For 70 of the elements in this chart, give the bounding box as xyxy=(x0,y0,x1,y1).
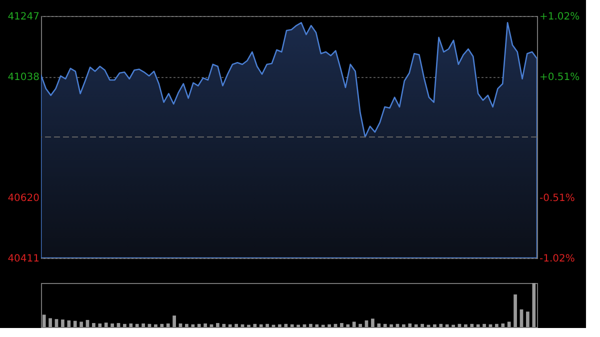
bar xyxy=(80,322,83,327)
y-tick-label: 40411 xyxy=(8,254,40,264)
y2-tick-label: -1.02% xyxy=(540,254,575,264)
bar xyxy=(309,324,312,327)
bar xyxy=(402,324,406,327)
bar xyxy=(54,319,58,327)
bar xyxy=(464,324,468,327)
bar xyxy=(284,324,288,327)
y2-tick-label: +1.02% xyxy=(540,12,580,22)
bar xyxy=(222,324,226,327)
y2-tick-label: -0.51% xyxy=(540,193,575,204)
bar xyxy=(433,324,436,327)
bar xyxy=(172,316,176,327)
bar xyxy=(61,320,64,327)
bar xyxy=(185,324,188,327)
bar xyxy=(266,324,269,327)
bar xyxy=(514,294,517,327)
bar xyxy=(352,322,356,327)
bar xyxy=(470,324,474,327)
bar xyxy=(129,323,133,327)
bar xyxy=(482,324,486,327)
bar xyxy=(228,324,232,327)
bar xyxy=(532,283,536,327)
bar xyxy=(408,323,412,327)
y-tick-label: 41038 xyxy=(8,72,40,83)
bar xyxy=(154,324,158,327)
bar xyxy=(191,324,195,327)
bar xyxy=(526,312,530,327)
bar xyxy=(495,324,498,327)
bar xyxy=(346,324,350,327)
bar xyxy=(160,324,164,327)
bar xyxy=(290,324,294,327)
bar xyxy=(278,324,282,327)
bar xyxy=(383,324,387,327)
bar xyxy=(414,324,418,327)
bar xyxy=(420,324,424,327)
bar xyxy=(445,324,449,327)
bar xyxy=(104,322,108,327)
bar xyxy=(507,322,511,327)
bar xyxy=(358,324,362,327)
bar xyxy=(371,318,374,327)
bar xyxy=(501,323,505,327)
bar xyxy=(123,324,126,327)
bar xyxy=(315,324,319,327)
bar xyxy=(135,324,139,327)
bar xyxy=(42,314,46,327)
bar xyxy=(98,323,102,327)
bar xyxy=(340,323,344,327)
bar xyxy=(390,324,393,327)
bar xyxy=(476,324,480,327)
bar xyxy=(377,323,381,327)
bar xyxy=(116,323,120,327)
bar xyxy=(67,320,71,327)
y-tick-label: 40620 xyxy=(8,193,40,204)
bar xyxy=(216,323,220,327)
bar xyxy=(166,323,170,327)
bar xyxy=(142,323,145,327)
bar xyxy=(197,324,201,327)
y-tick-label: 41247 xyxy=(8,12,40,22)
bar xyxy=(439,324,443,327)
bar xyxy=(204,323,207,327)
bar xyxy=(328,324,331,327)
bar xyxy=(110,323,114,327)
bar xyxy=(259,324,263,327)
bar xyxy=(73,320,77,327)
y2-tick-label: +0.51% xyxy=(540,72,580,83)
bar xyxy=(48,318,52,327)
bar xyxy=(253,324,257,327)
bar xyxy=(234,324,238,327)
bar xyxy=(92,323,96,327)
